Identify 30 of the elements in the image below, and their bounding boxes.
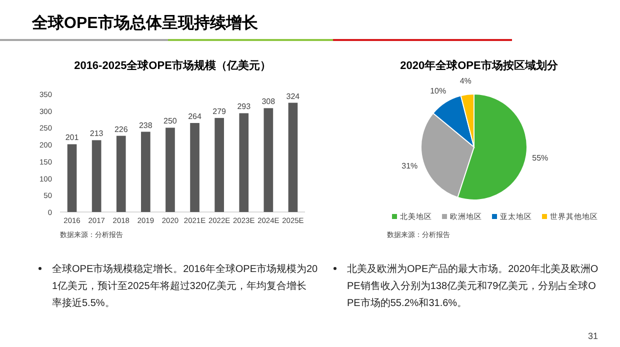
data-label: 31% xyxy=(402,162,418,171)
data-label: 279 xyxy=(212,106,227,116)
bar xyxy=(288,102,298,212)
text: 北美及欧洲为OPE产品的最大市场。2020年北美及欧洲OPE销售收入分别为138亿美元和79亿美元，分别占全球OPE市场的55.2%和31.6%。 xyxy=(347,263,598,309)
text: 全球OPE市场规模稳定增长。2016年全球OPE市场规模为201亿美元，预计至2025年将超过320亿美元，年均复合增长率接近5.5%。 xyxy=(52,263,318,309)
bar xyxy=(92,140,102,212)
bar xyxy=(190,122,200,212)
chart-title: 2020年全球OPE市场按区域划分 xyxy=(400,59,559,72)
data-label: 250 xyxy=(164,116,178,126)
data-label: 226 xyxy=(114,124,128,134)
bar xyxy=(214,118,224,212)
bar xyxy=(264,108,274,212)
data-label: 10% xyxy=(430,86,446,96)
data-label: 238 xyxy=(138,120,153,130)
data-label: 4% xyxy=(460,76,472,86)
text: 31 xyxy=(588,331,598,341)
data-label: 201 xyxy=(65,133,80,142)
bar xyxy=(239,113,249,212)
data-label: 264 xyxy=(188,112,202,121)
bar xyxy=(166,128,175,212)
bar xyxy=(141,132,150,212)
text: 全球OPE市场总体呈现持续增长 xyxy=(31,14,259,32)
chart-title: 2016-2025全球OPE市场规模（亿美元） xyxy=(74,59,271,72)
data-label: 213 xyxy=(90,129,104,138)
bar xyxy=(116,136,126,212)
data-label: 293 xyxy=(237,102,252,112)
data-label: 308 xyxy=(262,97,276,106)
data-label: 324 xyxy=(286,92,300,101)
data-label: 55% xyxy=(532,153,548,162)
bar xyxy=(67,144,77,212)
